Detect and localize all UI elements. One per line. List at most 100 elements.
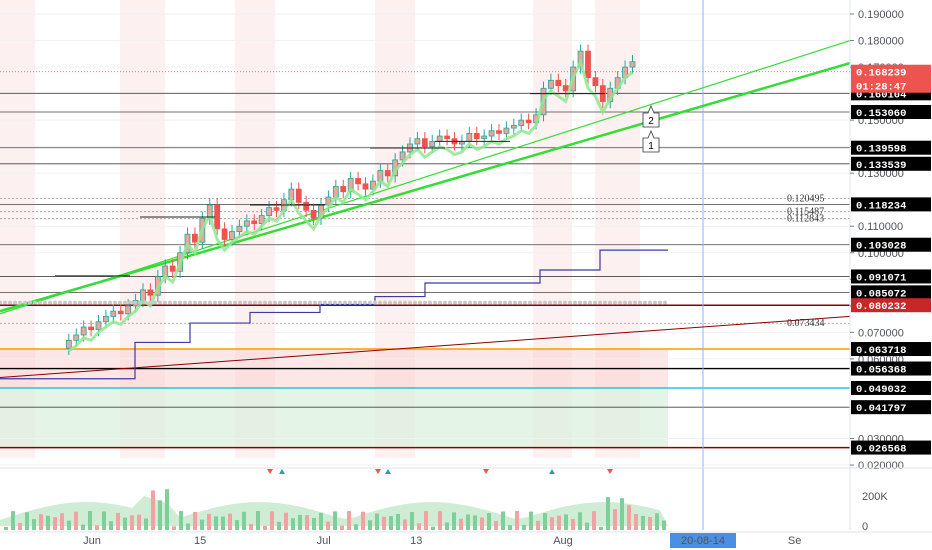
sell-signal-arrow (375, 469, 381, 474)
price-tag: 0.118234 (856, 200, 906, 212)
candle-body (562, 85, 569, 92)
price-tag: 0.049032 (856, 384, 906, 396)
bead-dot (233, 300, 237, 305)
bead-dot (588, 300, 592, 305)
bead-dot (128, 300, 132, 305)
bead-dot (598, 300, 602, 305)
candle-body (414, 138, 421, 145)
candle-body (110, 310, 117, 317)
candle-body (399, 151, 406, 161)
bullish-zone-green (0, 387, 668, 448)
wave-label-box (642, 129, 660, 153)
volume-bar (396, 513, 400, 530)
bead-dot (613, 300, 617, 305)
bead-dot (208, 300, 212, 305)
bead-dot (378, 300, 382, 305)
candle-body (258, 215, 265, 224)
bead-dot (338, 300, 342, 305)
bead-dot (8, 300, 12, 305)
volume-bar (501, 511, 505, 530)
y-tick-label: 0.130000 (858, 168, 904, 180)
bead-dot (288, 300, 292, 305)
volume-bar (81, 524, 85, 530)
bead-dot (403, 300, 407, 305)
bead-dot (223, 300, 227, 305)
candle-body (555, 79, 562, 87)
volume-bar (459, 518, 463, 530)
x-tick-label: Jul (317, 535, 331, 547)
volume-bar (109, 521, 113, 530)
bead-dot (93, 300, 97, 305)
candle-body (251, 220, 258, 224)
volume-bar (4, 527, 8, 530)
bead-dot (353, 300, 357, 305)
trendline-2 (0, 39, 851, 315)
volume-bar (18, 522, 22, 530)
bead-dot (118, 300, 122, 305)
annotation-label: 0.115487 (787, 207, 824, 218)
price-tag-bg (851, 380, 931, 395)
candle-body (125, 305, 132, 315)
candle-body (103, 316, 109, 323)
price-tag: 0.091071 (856, 272, 906, 284)
volume-bar (186, 523, 190, 530)
bead-dot (363, 300, 367, 305)
bead-dot (578, 300, 582, 305)
bead-dot (648, 300, 652, 305)
bead-dot (133, 300, 137, 305)
bead-dot (323, 300, 327, 305)
bead-dot (528, 300, 532, 305)
bead-dot (178, 300, 182, 305)
bead-dot (43, 300, 47, 305)
bead-dot (198, 300, 202, 305)
bead-dot (488, 300, 492, 305)
candle-body (147, 289, 154, 296)
volume-bar (361, 511, 365, 530)
volume-bar (116, 512, 120, 530)
volume-bar (256, 511, 260, 530)
bead-dot (318, 300, 322, 305)
sell-signal-arrow (607, 469, 613, 474)
volume-bar (123, 517, 127, 530)
bead-dot (173, 300, 177, 305)
bead-dot (413, 300, 417, 305)
bead-dot (553, 300, 557, 305)
x-tick-label: Aug (553, 535, 573, 547)
bead-dot (48, 300, 52, 305)
volume-bar (466, 514, 470, 530)
price-tag-bg (851, 285, 931, 300)
wave-label-box (642, 104, 660, 128)
bead-dot (203, 300, 207, 305)
volume-bar (403, 519, 407, 530)
bead-dot (58, 300, 62, 305)
volume-bar (179, 511, 183, 530)
bead-dot (593, 300, 597, 305)
bead-dot (473, 300, 477, 305)
volume-bar (172, 526, 176, 530)
bead-dot (243, 300, 247, 305)
volume-bar (655, 513, 659, 530)
bead-dot (448, 300, 452, 305)
candle-body (488, 130, 495, 137)
volume-bar (536, 520, 540, 530)
price-tag-bg (851, 140, 931, 155)
price-tag-bg (851, 342, 931, 357)
price-tag-bg (851, 440, 931, 455)
volume-bar (242, 511, 246, 530)
volume-bar (39, 514, 43, 530)
bead-dot (388, 300, 392, 305)
crosshair-date-bg (670, 533, 736, 548)
wave-label-1: 1 (648, 141, 654, 152)
bead-dot (623, 300, 627, 305)
volume-bar (53, 517, 57, 530)
bead-dot (493, 300, 497, 305)
volume-bar (32, 519, 36, 530)
candle-body (362, 183, 369, 190)
candle-body (429, 140, 436, 148)
bead-dot (273, 300, 277, 305)
x-tick-label: Se (788, 535, 801, 547)
bead-dot (303, 300, 307, 305)
current-price-tag-bg (851, 64, 931, 93)
